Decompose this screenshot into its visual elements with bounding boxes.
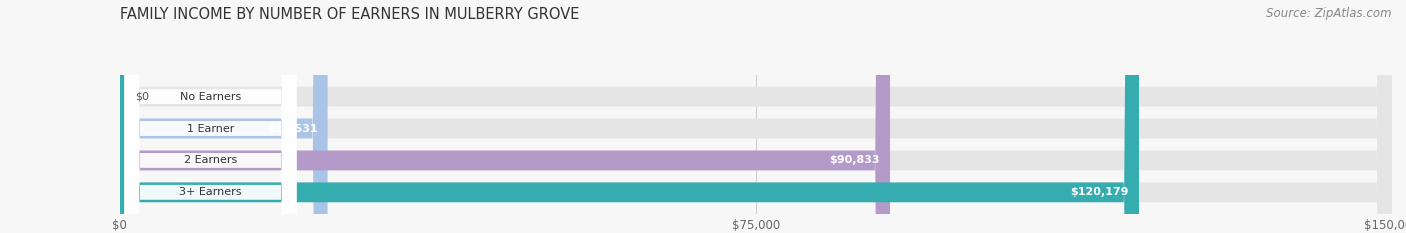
Text: Source: ZipAtlas.com: Source: ZipAtlas.com <box>1267 7 1392 20</box>
FancyBboxPatch shape <box>120 0 328 233</box>
FancyBboxPatch shape <box>120 0 890 233</box>
Text: FAMILY INCOME BY NUMBER OF EARNERS IN MULBERRY GROVE: FAMILY INCOME BY NUMBER OF EARNERS IN MU… <box>120 7 579 22</box>
Text: $0: $0 <box>135 92 149 102</box>
Text: 3+ Earners: 3+ Earners <box>179 187 242 197</box>
Text: $24,531: $24,531 <box>267 123 318 134</box>
FancyBboxPatch shape <box>125 0 297 233</box>
Text: 1 Earner: 1 Earner <box>187 123 235 134</box>
Text: $120,179: $120,179 <box>1070 187 1129 197</box>
Text: No Earners: No Earners <box>180 92 240 102</box>
FancyBboxPatch shape <box>125 0 297 233</box>
FancyBboxPatch shape <box>120 0 1392 233</box>
FancyBboxPatch shape <box>125 0 297 233</box>
FancyBboxPatch shape <box>120 0 1392 233</box>
FancyBboxPatch shape <box>120 0 1392 233</box>
FancyBboxPatch shape <box>120 0 1392 233</box>
FancyBboxPatch shape <box>120 0 1139 233</box>
FancyBboxPatch shape <box>125 0 297 233</box>
Text: $90,833: $90,833 <box>830 155 880 165</box>
Text: 2 Earners: 2 Earners <box>184 155 238 165</box>
